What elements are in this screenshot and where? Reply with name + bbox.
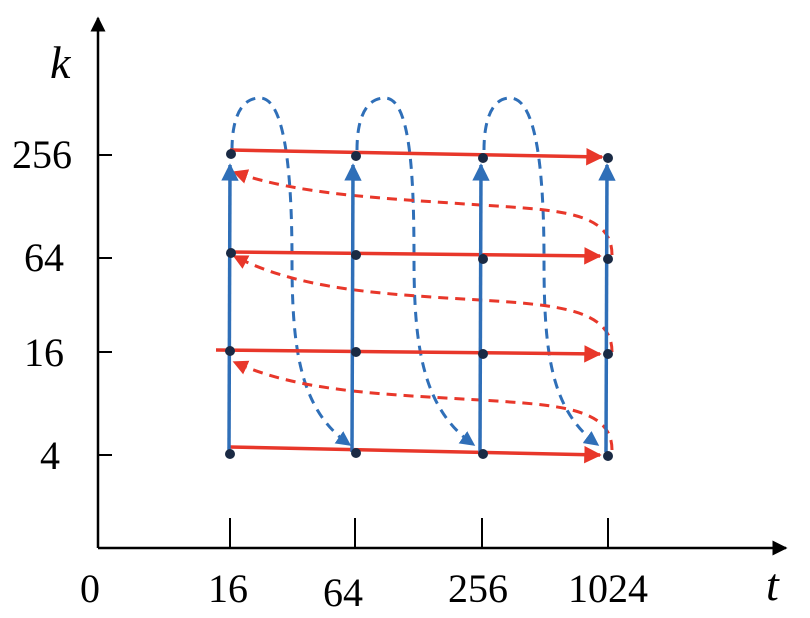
node (226, 248, 236, 258)
node (478, 153, 488, 163)
y-tick-label-4: 4 (40, 433, 60, 478)
red-arrow-row-16 (215, 345, 602, 363)
blue-dashed-loop-2 (355, 96, 476, 447)
blue-arrow-col-256 (472, 163, 490, 453)
grid-nodes (225, 149, 613, 461)
origin-label: 0 (80, 566, 100, 611)
node (478, 349, 488, 359)
node (478, 254, 488, 264)
node (603, 153, 613, 163)
y-tick-label-16: 16 (24, 330, 64, 375)
x-tick-label-1024: 1024 (568, 566, 648, 611)
x-tick-label-256: 256 (448, 566, 508, 611)
blue-dashed-loop-3 (482, 96, 600, 447)
node (478, 449, 488, 459)
blue-arrow-col-16 (221, 163, 239, 453)
node (351, 250, 361, 260)
blue-arrow-col-64 (344, 163, 362, 453)
red-arrow-row-4 (229, 445, 602, 464)
node (351, 448, 361, 458)
node (225, 449, 235, 459)
y-tick-label-256: 256 (12, 132, 72, 177)
x-tick-label-16: 16 (208, 566, 248, 611)
red-arrow-row-64 (229, 247, 602, 265)
blue-dashed-loop-1 (230, 96, 352, 447)
node (225, 346, 235, 356)
x-axis-name: t (766, 559, 780, 610)
red-arrow-row-256 (229, 147, 604, 166)
node (603, 349, 613, 359)
red-dashed-return-bottom (232, 360, 614, 451)
blue-arrow-col-1024 (598, 163, 616, 453)
y-tick-label-64: 64 (24, 235, 64, 280)
node (351, 347, 361, 357)
y-axis-name: k (50, 37, 72, 88)
node (351, 151, 361, 161)
node (603, 254, 613, 264)
x-tick-label-64: 64 (323, 570, 363, 615)
node (226, 149, 236, 159)
node (603, 451, 613, 461)
